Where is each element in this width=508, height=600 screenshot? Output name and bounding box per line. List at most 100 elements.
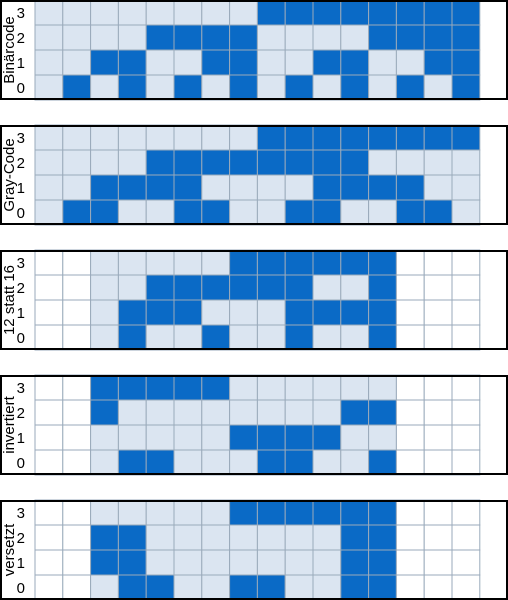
cell xyxy=(62,124,92,151)
cell xyxy=(340,174,370,201)
cell xyxy=(117,499,147,526)
row-label: 2 xyxy=(17,280,25,297)
cell xyxy=(395,274,425,301)
cell xyxy=(451,374,481,401)
cell xyxy=(229,49,258,76)
cell xyxy=(395,399,425,426)
cell xyxy=(145,524,175,551)
cell xyxy=(395,74,425,101)
cell xyxy=(90,249,119,276)
cell xyxy=(117,524,147,551)
cell xyxy=(62,199,92,226)
cell xyxy=(173,524,203,551)
cell xyxy=(368,549,397,576)
cell xyxy=(368,449,397,476)
cell xyxy=(312,574,342,600)
cell xyxy=(117,399,147,426)
cell xyxy=(201,524,231,551)
cell xyxy=(395,424,425,451)
cell xyxy=(229,299,258,326)
cell xyxy=(368,274,397,301)
cell xyxy=(173,24,203,51)
cell xyxy=(340,499,370,526)
cell xyxy=(284,499,314,526)
panel-title: 12 statt 16 xyxy=(1,265,18,335)
panel-frame xyxy=(0,500,508,600)
cell xyxy=(423,549,453,576)
cell xyxy=(423,449,453,476)
cell xyxy=(229,574,258,600)
cell xyxy=(173,374,203,401)
cell xyxy=(117,149,147,176)
cell xyxy=(117,49,147,76)
cell xyxy=(368,299,397,326)
cell xyxy=(312,49,342,76)
cell xyxy=(90,399,119,426)
cell xyxy=(145,74,175,101)
panel-title: invertiert xyxy=(1,395,18,453)
cell xyxy=(90,199,119,226)
cell xyxy=(423,124,453,151)
cell xyxy=(340,574,370,600)
cell xyxy=(201,149,231,176)
cell xyxy=(145,574,175,600)
cell xyxy=(90,174,119,201)
cell xyxy=(312,549,342,576)
cell xyxy=(368,399,397,426)
cell xyxy=(368,0,397,26)
cell xyxy=(90,74,119,101)
cell xyxy=(229,499,258,526)
row-label: 0 xyxy=(17,205,25,222)
cell xyxy=(34,399,64,426)
cell xyxy=(229,324,258,351)
cell xyxy=(256,299,286,326)
cell xyxy=(229,274,258,301)
cell xyxy=(34,524,64,551)
panel-3: 3 2 1 012 statt 16 xyxy=(0,249,508,351)
row-label: 3 xyxy=(17,505,25,522)
cell xyxy=(451,0,481,26)
cell xyxy=(34,274,64,301)
cell xyxy=(34,24,64,51)
cell xyxy=(368,174,397,201)
cell xyxy=(284,199,314,226)
cell xyxy=(284,24,314,51)
cell xyxy=(173,549,203,576)
cell xyxy=(256,399,286,426)
cell xyxy=(62,374,92,401)
cell xyxy=(451,149,481,176)
cell xyxy=(340,549,370,576)
cell xyxy=(229,124,258,151)
cell xyxy=(312,324,342,351)
cell xyxy=(201,274,231,301)
cell xyxy=(451,174,481,201)
cell xyxy=(423,524,453,551)
cell xyxy=(284,449,314,476)
cell xyxy=(368,424,397,451)
panel-frame xyxy=(0,0,508,100)
cell xyxy=(395,0,425,26)
cell xyxy=(90,299,119,326)
cell xyxy=(312,199,342,226)
cell xyxy=(395,249,425,276)
cell xyxy=(173,149,203,176)
cell xyxy=(340,249,370,276)
cell xyxy=(423,274,453,301)
cell xyxy=(256,74,286,101)
row-label: 2 xyxy=(17,155,25,172)
cell xyxy=(62,549,92,576)
row-label: 2 xyxy=(17,30,25,47)
cell xyxy=(229,399,258,426)
cell xyxy=(173,424,203,451)
cell xyxy=(451,449,481,476)
cell xyxy=(229,374,258,401)
cell xyxy=(173,49,203,76)
cell xyxy=(451,249,481,276)
row-label: 3 xyxy=(17,130,25,147)
cell xyxy=(117,274,147,301)
cell xyxy=(423,49,453,76)
cell xyxy=(423,374,453,401)
cell xyxy=(201,49,231,76)
cell xyxy=(256,274,286,301)
cell xyxy=(229,24,258,51)
